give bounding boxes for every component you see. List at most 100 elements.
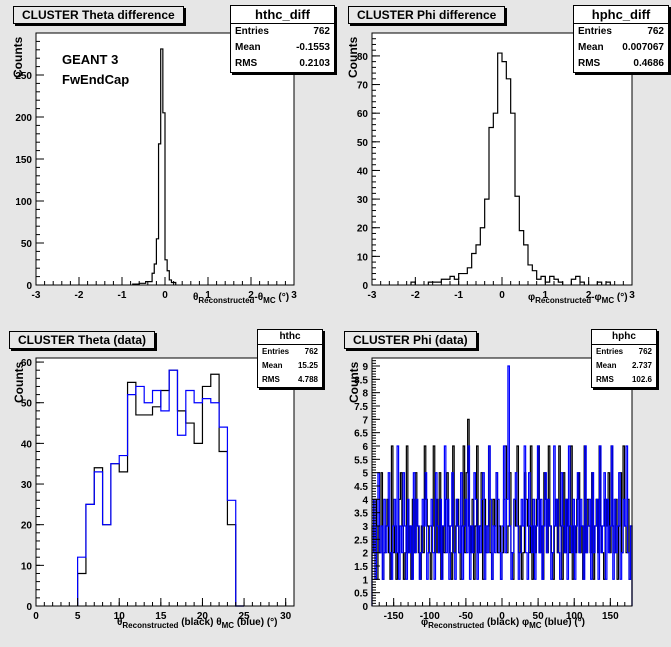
stats-row-mean: Mean 15.25	[262, 361, 318, 370]
y-tick-label: 20	[357, 224, 369, 235]
theta-data-pad: 0 5 10 15 20 25 30 0 10 20 30 40 50 60 CLUSTER Theta …	[0, 323, 335, 647]
x-tick-label: 10	[114, 611, 126, 622]
stats-row-mean: Mean 2.737	[596, 361, 652, 370]
y-tick-label: 40	[21, 439, 33, 450]
theta-diff-xlabel: θReconstructed-θMC (°)	[193, 292, 290, 305]
y-tick-label: 6	[362, 442, 368, 453]
stats-name: hphc_diff	[574, 6, 668, 24]
x-tick-label: 30	[280, 611, 292, 622]
theta-diff-stats: hthc_diff Entries 762 Mean -0.1553 RMS 0.21…	[230, 5, 335, 73]
y-tick-label: 0	[26, 281, 32, 292]
stats-row-entries: Entries 762	[235, 26, 330, 37]
theta-data-title: CLUSTER Theta (data)	[9, 331, 156, 349]
x-tick-label: 20	[197, 611, 209, 622]
x-tick-label: 25	[239, 611, 251, 622]
x-tick-label: 150	[602, 611, 619, 622]
x-tick-label: -3	[368, 290, 377, 301]
theta-data-stats: hthc Entries 762 Mean 15.25 RMS 4.788	[257, 329, 323, 388]
y-tick-label: 150	[15, 155, 32, 166]
y-tick-label: 5	[362, 469, 368, 480]
stats-row-mean: Mean -0.1553	[235, 42, 330, 53]
theta-diff-ylabel: Counts	[11, 36, 25, 78]
x-tick-label: 1	[543, 290, 549, 301]
phi-data-plot: -150 -100 -50 0 50 100 150 0 0.5 1 1.5 2 2.5 3 3.5 4 4.5…	[354, 357, 633, 622]
y-tick-label: 70	[357, 81, 369, 92]
y-tick-label: 8	[362, 389, 368, 400]
fwendcap-label: FwEndCap	[62, 72, 130, 87]
x-tick-label: 100	[566, 611, 583, 622]
phi-diff-ylabel: Counts	[346, 36, 360, 78]
x-tick-label: 15	[155, 611, 167, 622]
x-tick-label: -1	[118, 290, 127, 301]
x-tick-label: -150	[384, 611, 404, 622]
y-tick-label: 0	[362, 281, 368, 292]
stats-row-rms: RMS 0.4686	[578, 58, 664, 69]
x-tick-label: -2	[411, 290, 420, 301]
plot-frame	[35, 357, 295, 607]
y-tick-label: 40	[357, 166, 369, 177]
x-tick-label: 0	[33, 611, 39, 622]
y-tick-label: 1	[362, 575, 368, 586]
y-tick-label: 3	[362, 522, 368, 533]
stats-name: hthc	[258, 330, 322, 345]
phi-data-stats: hphc Entries 762 Mean 2.737 RMS 102.6	[591, 329, 657, 388]
x-tick-label: 0	[499, 611, 505, 622]
geant-label: GEANT 3	[62, 52, 119, 67]
x-tick-label: 5	[75, 611, 81, 622]
y-tick-label: 8.5	[354, 375, 368, 386]
phi-data-ylabel: Counts	[347, 361, 361, 403]
x-tick-label: 0	[162, 290, 168, 301]
y-tick-label: 60	[21, 358, 33, 369]
plot-area	[372, 33, 632, 285]
y-tick-label: 20	[21, 521, 33, 532]
x-tick-label: 50	[533, 611, 545, 622]
y-tick-label: 10	[357, 252, 369, 263]
y-tick-label: 100	[15, 197, 32, 208]
y-tick-label: 10	[21, 561, 33, 572]
y-tick-label: 80	[357, 52, 369, 63]
y-tick-label: 4.5	[354, 482, 368, 493]
y-tick-label: 60	[357, 109, 369, 120]
x-tick-label: -1	[454, 290, 463, 301]
phi-diff-pad: -3 -2 -1 0 1 2 3 0 10 20 30 40 50 60 70 80 CLUSTER Phi …	[335, 0, 671, 323]
y-tick-label: 0	[26, 602, 32, 613]
y-tick-label: 50	[21, 239, 33, 250]
theta-diff-title: CLUSTER Theta difference	[13, 6, 184, 24]
y-tick-label: 250	[15, 71, 32, 82]
y-tick-label: 2	[362, 549, 368, 560]
stats-row-entries: Entries 762	[262, 347, 318, 356]
y-tick-label: 4	[362, 495, 368, 506]
stats-row-rms: RMS 4.788	[262, 375, 318, 384]
phi-data-title: CLUSTER Phi (data)	[344, 331, 477, 349]
x-tick-label: -100	[420, 611, 440, 622]
phi-diff-xlabel: φReconstructed-φMC (°)	[528, 292, 628, 305]
x-tick-label: 2	[586, 290, 592, 301]
x-tick-label: -50	[459, 611, 474, 622]
y-tick-label: 50	[357, 138, 369, 149]
x-tick-label: -2	[75, 290, 84, 301]
y-tick-label: 5.5	[354, 455, 368, 466]
y-tick-label: 9	[362, 362, 368, 373]
y-tick-label: 30	[357, 195, 369, 206]
theta-diff-plot: -3 -2 -1 0 1 2 3 0 50 100 150 200 250	[15, 32, 297, 301]
histogram-series-0	[410, 52, 611, 285]
x-tick-label: -3	[32, 290, 41, 301]
phi-data-xlabel: φReconstructed (black) φMC (blue) (°)	[421, 617, 586, 630]
y-tick-label: 7.5	[354, 402, 368, 413]
y-tick-label: 0	[362, 602, 368, 613]
x-tick-label: 2	[248, 290, 254, 301]
theta-diff-pad: -3 -2 -1 0 1 2 3 0 50 100 150 200 250 CLUSTER Theta …	[0, 0, 335, 323]
stats-name: hthc_diff	[231, 6, 334, 24]
y-tick-label: 0.5	[354, 589, 368, 600]
stats-row-entries: Entries 762	[578, 26, 664, 37]
histogram-series-1	[77, 369, 245, 607]
stats-name: hphc	[592, 330, 656, 345]
stats-row-mean: Mean 0.007067	[578, 42, 664, 53]
y-tick-label: 6.5	[354, 429, 368, 440]
y-tick-label: 3.5	[354, 509, 368, 520]
x-tick-label: 3	[291, 290, 297, 301]
theta-data-plot: 0 5 10 15 20 25 30 0 10 20 30 40 50 60	[21, 357, 295, 622]
stats-row-rms: RMS 0.2103	[235, 58, 330, 69]
phi-diff-title: CLUSTER Phi difference	[348, 6, 506, 24]
